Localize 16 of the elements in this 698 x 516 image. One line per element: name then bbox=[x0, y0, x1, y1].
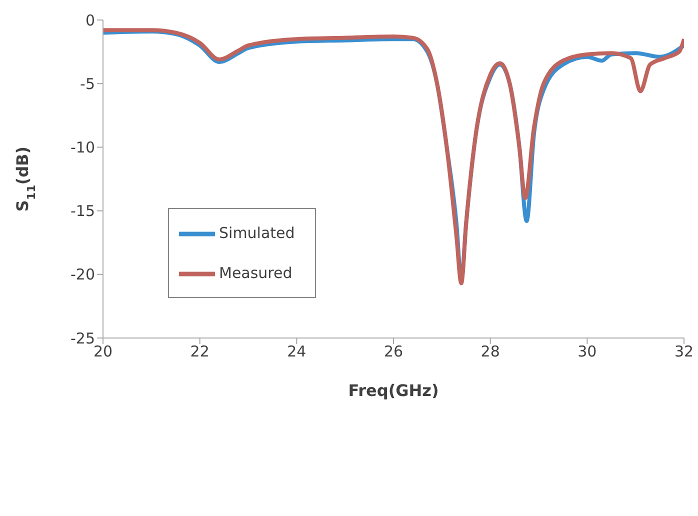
x-tick-label: 26 bbox=[384, 342, 404, 361]
y-tick-label: -5 bbox=[80, 74, 95, 93]
x-tick-label: 22 bbox=[190, 342, 210, 361]
legend-label: Simulated bbox=[219, 224, 295, 242]
x-tick-label: 28 bbox=[480, 342, 500, 361]
x-tick-label: 32 bbox=[674, 342, 694, 361]
x-axis-title: Freq(GHz) bbox=[348, 381, 439, 400]
y-tick-label: 0 bbox=[85, 11, 95, 30]
x-tick-label: 30 bbox=[578, 342, 597, 361]
y-tick-label: -20 bbox=[70, 266, 95, 284]
legend-label: Measured bbox=[219, 264, 292, 282]
x-tick-label: 20 bbox=[93, 342, 113, 361]
y-tick-label: -15 bbox=[70, 202, 95, 220]
x-tick-label: 24 bbox=[287, 342, 306, 361]
y-tick-label: -25 bbox=[70, 329, 95, 348]
y-tick-label: -10 bbox=[70, 138, 95, 157]
